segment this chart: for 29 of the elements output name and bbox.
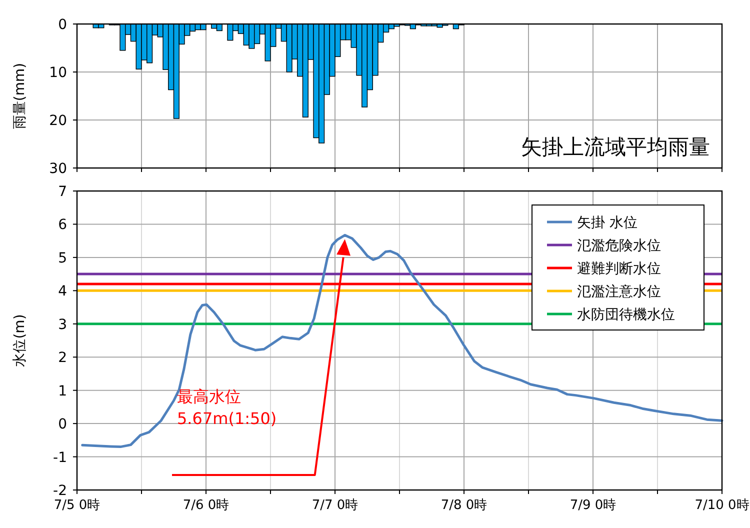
y-tick-label: 6: [58, 217, 68, 234]
legend-label: 矢掛 水位: [577, 215, 638, 231]
y-tick-label: 20: [49, 113, 67, 129]
ref-line-label: 氾濫注意水位: [577, 284, 661, 300]
y-tick-label: 3: [58, 316, 67, 333]
annotation: 最高水位 5.67m(1:50): [177, 387, 277, 428]
ref-line-label: 水防団待機水位: [577, 307, 675, 323]
y-tick-label: -2: [53, 483, 67, 499]
x-tick-label: 7/9 0時: [570, 498, 616, 513]
x-tick-label: 7/10 0時: [694, 498, 750, 513]
y-axis-title: 雨量(mm): [12, 62, 28, 130]
y-tick-label: 5: [58, 250, 67, 266]
x-tick-label: 7/8 0時: [440, 498, 488, 513]
y-tick-label: 1: [58, 383, 67, 400]
y-tick-label: 4: [58, 284, 68, 300]
y-tick-label: 2: [58, 350, 67, 366]
x-tick-label: 7/6 0時: [182, 498, 230, 513]
x-tick-label: 7/5 0時: [54, 498, 100, 513]
y-tick-label: 10: [49, 65, 67, 81]
x-tick-label: 7/7 0時: [312, 498, 358, 513]
y-tick-label: 0: [58, 17, 67, 33]
y-tick-label: 0: [58, 416, 67, 433]
y-axis-title: 水位(m): [12, 314, 28, 367]
y-tick-label: 7: [58, 184, 67, 200]
text: 矢掛上流域平均雨量: [521, 135, 710, 159]
y-tick-label: -1: [53, 450, 67, 466]
legend-label: 氾濫危険水位: [577, 238, 661, 254]
legend-label: 避難判断水位: [577, 261, 661, 277]
y-tick-label: 30: [49, 161, 67, 177]
